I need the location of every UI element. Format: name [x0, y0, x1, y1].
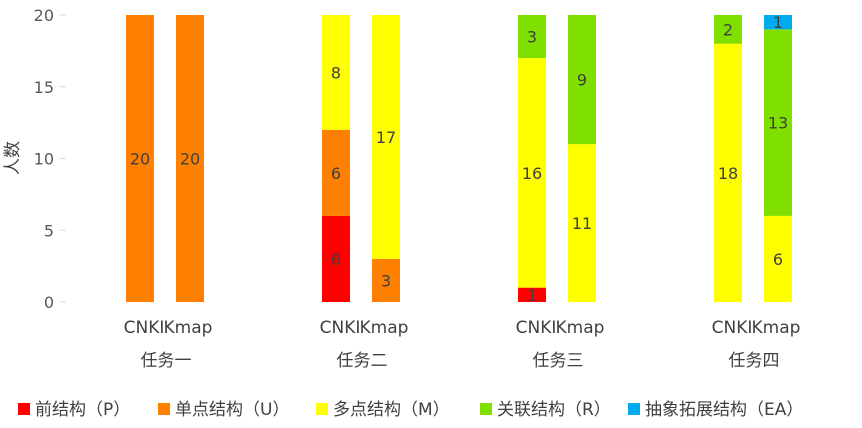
bar-segment: [322, 129, 350, 216]
group-label: 任务二: [337, 351, 388, 371]
bar-segment: [568, 144, 596, 302]
group-label: 任务一: [141, 351, 192, 371]
legend-swatch: [480, 403, 492, 415]
data-label: 8: [331, 63, 341, 82]
bars: 20 20 6 6 8 3 17 1 16 3 11 9 18 2 6 13 1: [126, 13, 792, 305]
data-label: 20: [130, 150, 150, 169]
bar-segment: [764, 29, 792, 216]
legend-swatch: [18, 403, 30, 415]
y-tick-label: 5: [44, 221, 54, 240]
data-label: 1: [773, 13, 783, 32]
x-tick-label: Kmap: [752, 318, 801, 338]
data-label: 2: [723, 20, 733, 39]
legend-swatch: [158, 403, 170, 415]
bar-segment: [518, 58, 546, 288]
x-tick-label: Kmap: [556, 318, 605, 338]
data-label: 11: [572, 214, 592, 233]
data-label: 3: [381, 271, 391, 290]
legend-label: 前结构（P）: [35, 400, 130, 420]
y-tick-label: 20: [34, 6, 54, 25]
x-tick-label: Kmap: [164, 318, 213, 338]
y-tick-label: 0: [44, 293, 54, 312]
legend-label: 抽象拓展结构（EA）: [645, 400, 803, 420]
y-tick-label: 15: [34, 78, 54, 97]
x-tick-label: CNKI: [320, 318, 361, 338]
bar-segment: [126, 15, 154, 302]
bar-segment: [322, 15, 350, 130]
x-tick-label: CNKI: [124, 318, 165, 338]
legend-label: 关联结构（R）: [497, 400, 611, 420]
bar-segment: [322, 215, 350, 302]
y-axis-label: 人数: [3, 141, 23, 175]
data-label: 1: [527, 286, 537, 305]
x-tick-label: CNKI: [712, 318, 753, 338]
data-label: 20: [180, 150, 200, 169]
data-label: 6: [331, 250, 341, 269]
data-label: 17: [376, 128, 396, 147]
y-axis: 0 5 10 15 20: [34, 6, 66, 312]
data-label: 3: [527, 28, 537, 47]
bar-segment: [372, 15, 400, 259]
data-label: 6: [331, 164, 341, 183]
bar-segment: [518, 15, 546, 59]
bar-segment: [518, 287, 546, 302]
bar-segment: [176, 15, 204, 302]
data-label: 16: [522, 164, 542, 183]
legend: 前结构（P） 单点结构（U） 多点结构（M） 关联结构（R） 抽象拓展结构（EA）: [18, 400, 803, 420]
legend-swatch: [628, 403, 640, 415]
bar-segment: [714, 15, 742, 44]
legend-label: 多点结构（M）: [333, 400, 450, 420]
legend-label: 单点结构（U）: [175, 400, 289, 420]
group-label: 任务四: [729, 351, 780, 371]
bar-segment: [372, 258, 400, 302]
group-label: 任务三: [533, 351, 584, 371]
data-label: 18: [718, 164, 738, 183]
data-label: 6: [773, 250, 783, 269]
data-label: 13: [768, 114, 788, 133]
legend-swatch: [316, 403, 328, 415]
bar-segment: [764, 215, 792, 302]
bar-segment: [714, 43, 742, 302]
x-tick-label: Kmap: [360, 318, 409, 338]
bar-segment: [568, 15, 596, 145]
bar-segment: [764, 15, 792, 30]
y-tick-label: 10: [34, 150, 54, 169]
x-tick-label: CNKI: [516, 318, 557, 338]
data-label: 9: [577, 71, 587, 90]
